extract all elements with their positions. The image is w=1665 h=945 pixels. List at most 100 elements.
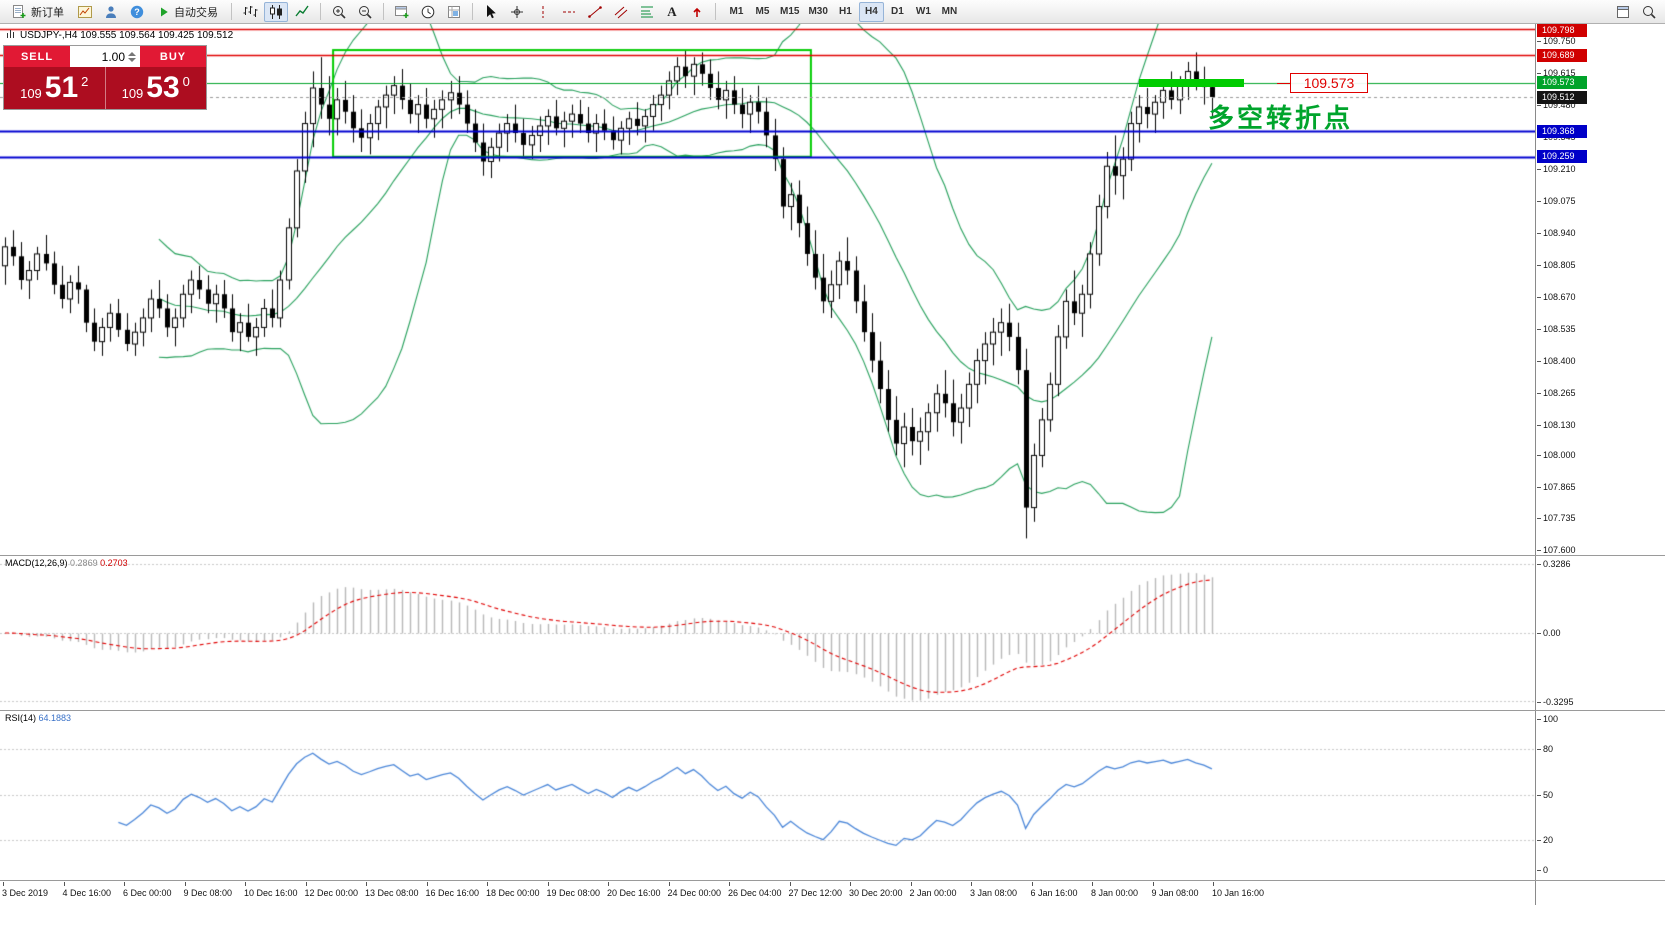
turning-point-marker[interactable]	[1139, 78, 1245, 87]
price-scale[interactable]: 109.750109.615109.480109.345109.210109.0…	[1535, 24, 1665, 555]
timeframe-button-w1[interactable]: W1	[915, 6, 931, 17]
crosshair-tool-button[interactable]	[505, 2, 529, 22]
bar-chart-icon	[242, 4, 258, 20]
cursor-tool-button[interactable]	[479, 2, 503, 22]
text-tool-button[interactable]: A	[661, 2, 683, 22]
panel-separator[interactable]	[0, 710, 1665, 711]
toolbar-separator	[472, 3, 473, 20]
new-chart-button[interactable]	[390, 2, 414, 22]
candlestick-chart-canvas[interactable]	[0, 24, 1535, 555]
crosshair-icon	[509, 4, 525, 20]
one-click-trade-panel: SELL 1.00 BUY 109 51 2 109 53 0	[4, 46, 206, 109]
time-axis-label: 27 Dec 12:00	[788, 882, 843, 898]
volume-spinner[interactable]	[128, 51, 136, 62]
time-axis-label: 24 Dec 00:00	[667, 882, 722, 898]
time-axis-label: 6 Dec 00:00	[123, 882, 172, 898]
price-scale-tick: 109.210	[1537, 163, 1576, 174]
rsi-scale-tick: 50	[1536, 789, 1554, 800]
period-button[interactable]	[416, 2, 440, 22]
time-axis-label: 12 Dec 00:00	[304, 882, 359, 898]
search-button[interactable]	[1637, 2, 1661, 22]
price-scale-tick: 109.480	[1537, 99, 1576, 110]
candlestick-icon	[268, 4, 284, 20]
price-scale-tick: 108.535	[1537, 323, 1576, 334]
axis-separator	[0, 880, 1665, 881]
play-icon	[158, 6, 170, 18]
time-axis-label: 30 Dec 20:00	[849, 882, 903, 898]
time-axis-label: 6 Jan 16:00	[1030, 882, 1078, 898]
line-chart-icon	[294, 4, 310, 20]
trendline-tool-button[interactable]	[583, 2, 607, 22]
time-axis[interactable]: 3 Dec 2019 4 Dec 16:00 6 Dec 00:00 9 Dec 08…	[0, 881, 1535, 905]
timeframe-button-m30[interactable]: M30	[808, 6, 828, 17]
arrow-tool-button[interactable]	[685, 2, 709, 22]
vertical-line-tool-button[interactable]	[531, 2, 555, 22]
timeframe-button-m1[interactable]: M1	[729, 6, 744, 17]
arrow-icon	[689, 4, 705, 20]
help-button[interactable]: ?	[125, 2, 149, 22]
window-icon	[1615, 4, 1631, 20]
zoom-out-button[interactable]	[353, 2, 377, 22]
price-level-label[interactable]: 109.573	[1277, 72, 1368, 93]
template-button[interactable]	[442, 2, 466, 22]
timeframe-button-h1[interactable]: H1	[839, 6, 852, 17]
time-axis-label: 26 Dec 04:00	[728, 882, 782, 898]
time-axis-label: 9 Jan 08:00	[1151, 882, 1199, 898]
rsi-scale-tick: 20	[1536, 834, 1554, 845]
price-scale-tick: 108.000	[1537, 450, 1576, 461]
new-order-label: 新订单	[31, 6, 64, 19]
time-axis-label: 18 Dec 00:00	[486, 882, 540, 898]
buy-price[interactable]: 109 53 0	[106, 67, 207, 109]
sell-price[interactable]: 109 51 2	[4, 67, 105, 109]
charts-button[interactable]	[73, 2, 97, 22]
auto-trading-button[interactable]: 自动交易	[151, 2, 225, 22]
time-axis-label: 3 Jan 08:00	[970, 882, 1018, 898]
rsi-canvas[interactable]	[0, 711, 1535, 880]
price-divider	[104, 67, 106, 109]
new-order-button[interactable]: 新订单	[4, 2, 71, 22]
time-axis-label: 3 Dec 2019	[2, 882, 49, 898]
timeframe-button-h4[interactable]: H4	[858, 1, 884, 22]
timeframe-button-d1[interactable]: D1	[891, 6, 904, 17]
macd-canvas[interactable]	[0, 556, 1535, 710]
macd-signal-value: 0.2703	[100, 558, 128, 568]
main-chart-area: USDJPY-,H4 109.555 109.564 109.425 109.5…	[0, 24, 1535, 555]
price-scale-tick: 107.865	[1537, 482, 1576, 493]
fibonacci-tool-button[interactable]	[635, 2, 659, 22]
rsi-value: 64.1883	[38, 713, 72, 723]
window-layout-button[interactable]	[1611, 2, 1635, 22]
fibonacci-icon	[639, 4, 655, 20]
panel-separator[interactable]	[0, 555, 1665, 556]
macd-label: MACD(12,26,9) 0.2869 0.2703	[5, 558, 128, 568]
profiles-button[interactable]	[99, 2, 123, 22]
channel-icon	[613, 4, 629, 20]
chart-window-icon	[77, 4, 93, 20]
timeframe-button-mn[interactable]: MN	[941, 6, 958, 17]
candlestick-chart-button[interactable]	[264, 1, 288, 22]
buy-button[interactable]: BUY	[140, 46, 206, 67]
volume-input[interactable]: 1.00	[71, 46, 139, 67]
price-scale-tick: 108.130	[1537, 419, 1576, 430]
macd-name: MACD(12,26,9)	[5, 558, 68, 568]
sell-button[interactable]: SELL	[4, 46, 70, 67]
price-tag: 109.689	[1537, 48, 1587, 62]
bar-chart-button[interactable]	[238, 2, 262, 22]
time-axis-label: 10 Jan 16:00	[1212, 882, 1265, 898]
rsi-scale-tick: 0	[1536, 865, 1549, 875]
zoom-out-icon	[357, 4, 373, 20]
template-icon	[446, 4, 462, 20]
line-chart-button[interactable]	[290, 2, 314, 22]
channel-tool-button[interactable]	[609, 2, 633, 22]
symbol-ohlc-text: USDJPY-,H4 109.555 109.564 109.425 109.5…	[20, 30, 234, 41]
toolbar-separator	[320, 3, 321, 20]
time-axis-label: 9 Dec 08:00	[183, 882, 233, 898]
price-scale-tick: 108.400	[1537, 355, 1576, 366]
toolbar: 新订单 ? 自动交易	[0, 0, 1665, 24]
horizontal-line-tool-button[interactable]	[557, 2, 581, 22]
zoom-in-button[interactable]	[327, 2, 351, 22]
sell-price-big: 51	[44, 71, 79, 104]
rsi-scale[interactable]: 100 80 50 20 0	[1535, 711, 1665, 880]
timeframe-button-m5[interactable]: M5	[755, 6, 770, 17]
macd-scale[interactable]: 0.3286 0.00 -0.3295	[1535, 556, 1665, 710]
timeframe-button-m15[interactable]: M15	[780, 6, 800, 17]
